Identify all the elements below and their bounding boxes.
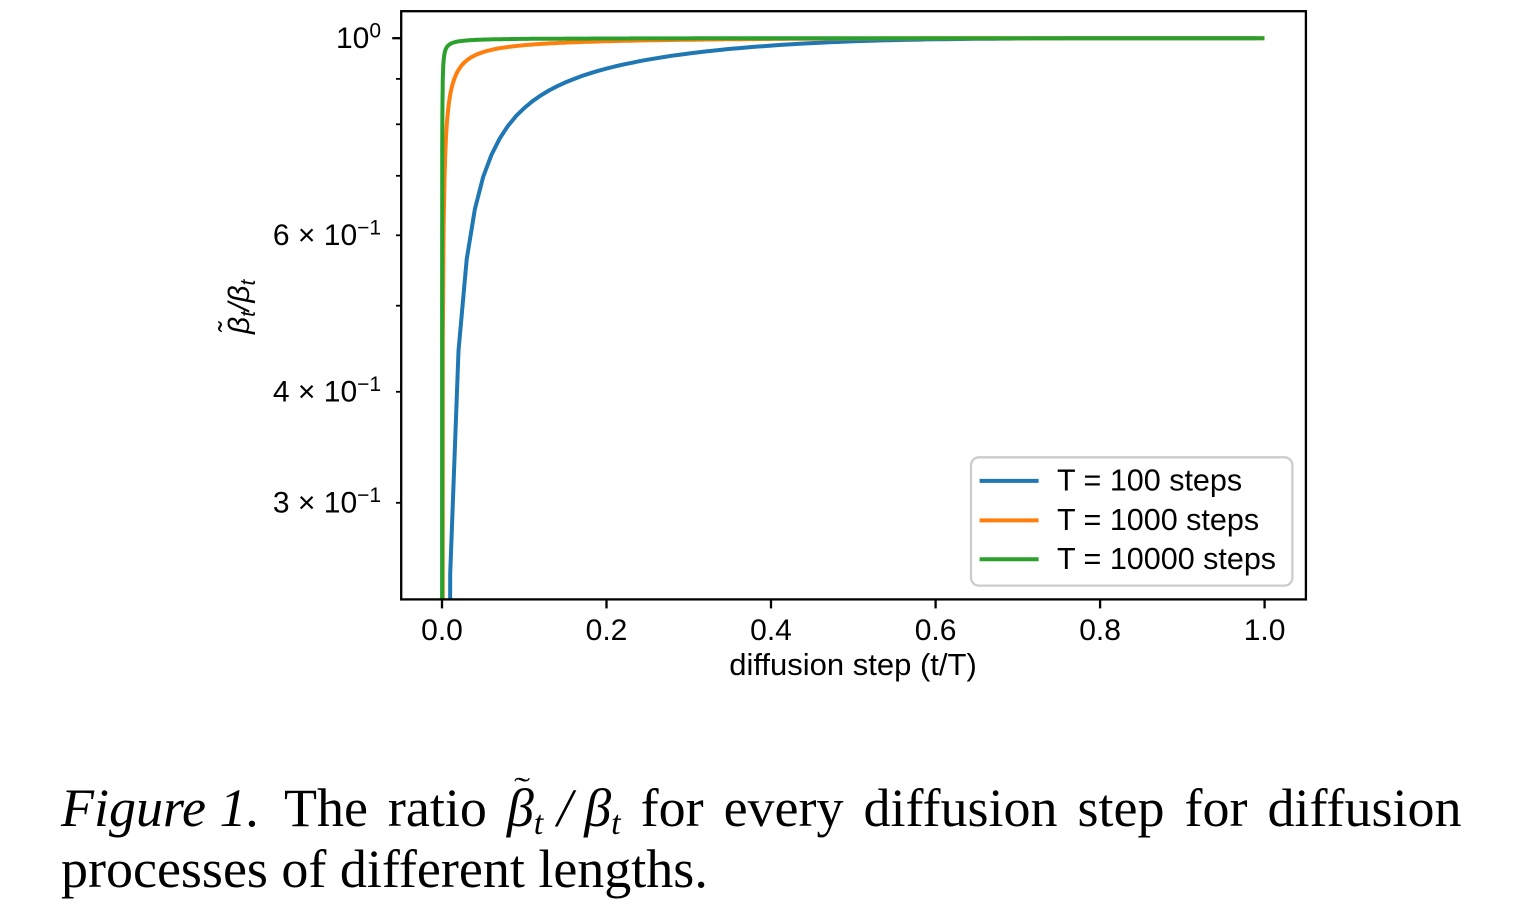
svg-text:T = 100 steps: T = 100 steps (1057, 464, 1242, 498)
svg-text:0.6: 0.6 (915, 614, 957, 647)
svg-text:0.8: 0.8 (1079, 614, 1121, 647)
svg-text:100: 100 (336, 19, 381, 55)
svg-text:3 × 10−1: 3 × 10−1 (273, 484, 381, 520)
svg-text:0.2: 0.2 (586, 614, 628, 647)
svg-text:0.4: 0.4 (750, 614, 792, 647)
svg-text:6 × 10−1: 6 × 10−1 (273, 216, 381, 252)
svg-text:diffusion step (t/T): diffusion step (t/T) (729, 647, 977, 682)
svg-text:1.0: 1.0 (1244, 614, 1286, 647)
svg-text:T = 1000 steps: T = 1000 steps (1057, 503, 1259, 537)
svg-text:T = 10000 steps: T = 10000 steps (1057, 542, 1276, 576)
svg-text:˜: ˜ (214, 321, 247, 333)
svg-text:0.0: 0.0 (421, 614, 463, 647)
svg-text:4 × 10−1: 4 × 10−1 (273, 373, 381, 409)
svg-text:βt/βt: βt/βt (223, 279, 260, 335)
